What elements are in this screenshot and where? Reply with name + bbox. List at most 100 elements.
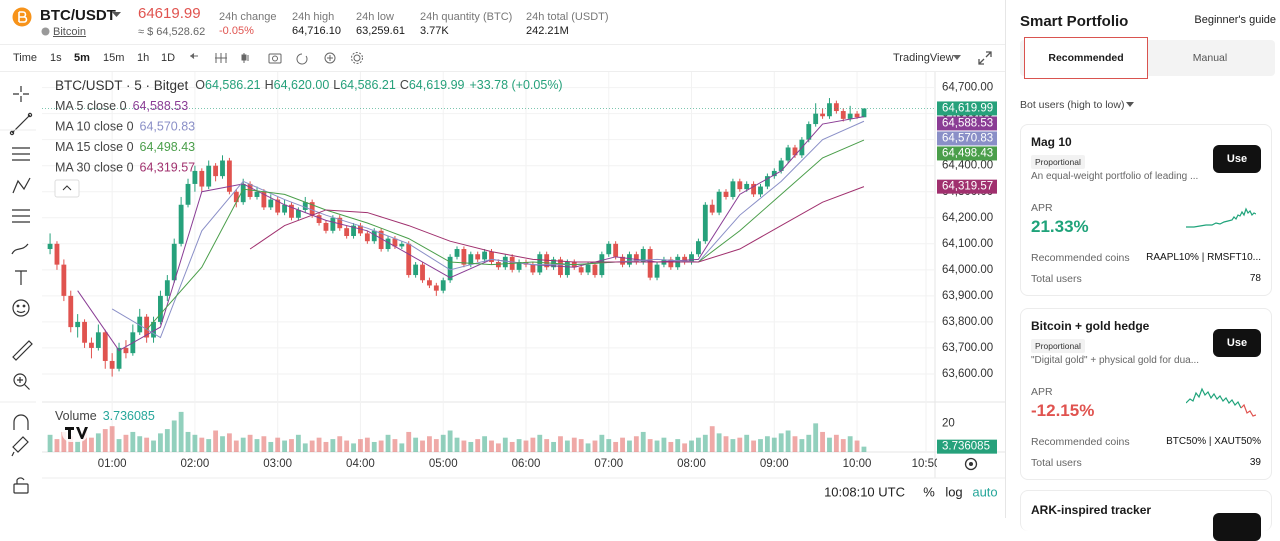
tab[interactable]: Manual <box>1192 52 1228 64</box>
volume-bar <box>792 436 798 452</box>
portfolio-card[interactable]: Mag 10 Proportional An equal-weight port… <box>1020 124 1272 296</box>
volume-bar <box>599 434 605 452</box>
caret[interactable] <box>1126 102 1134 108</box>
candle-body <box>54 243 60 265</box>
candle-body <box>427 280 432 286</box>
coins: BTC50% | XAUT50% <box>1166 436 1261 447</box>
stat-label: 24h quantity (BTC) <box>420 11 513 23</box>
sort-select[interactable]: Bot users (high to low) <box>1020 99 1125 111</box>
ma-line <box>146 139 865 331</box>
candle-body <box>530 264 536 273</box>
volume-bar <box>447 430 453 452</box>
candle-body <box>840 111 846 119</box>
use-button[interactable] <box>1213 513 1261 541</box>
interval[interactable]: 1h <box>137 52 150 64</box>
interval[interactable]: 5m <box>74 52 90 64</box>
volume-bar <box>82 430 87 452</box>
scale-option[interactable]: log <box>945 484 962 499</box>
stat-label: 24h change <box>219 11 277 23</box>
card-tag: Proportional <box>1031 339 1085 353</box>
y-tick-label: 64,700.00 <box>942 82 993 94</box>
collapse-button[interactable] <box>54 179 80 198</box>
candle-body <box>233 191 239 203</box>
coin-link[interactable]: Bitcoin <box>53 26 87 38</box>
volume-bar <box>282 440 287 452</box>
tab-active[interactable]: Recommended <box>1024 37 1148 79</box>
candle-body <box>654 264 660 278</box>
interval[interactable]: 15m <box>103 52 125 64</box>
candle-body <box>164 280 170 296</box>
price-usd: ≈ $ 64,528.62 <box>138 26 206 38</box>
volume-bar <box>199 437 205 452</box>
volume-bar <box>723 436 729 452</box>
candle-body <box>668 259 674 268</box>
volume-bar <box>392 439 398 452</box>
volume-bar <box>854 440 860 452</box>
ohlc-key: O <box>195 78 205 92</box>
x-tick-label: 10:50 <box>912 458 941 470</box>
change: +33.78 (+0.05%) <box>469 78 562 92</box>
interval[interactable]: 1s <box>50 52 62 64</box>
volume-bar <box>206 439 212 452</box>
candle-body <box>337 217 343 229</box>
caret[interactable] <box>112 12 121 18</box>
scale-option[interactable]: auto <box>972 484 997 499</box>
volume-bar <box>268 441 274 452</box>
expand-icon[interactable] <box>978 51 992 65</box>
volume-bar <box>378 440 384 452</box>
stat-value: 242.21M <box>526 25 569 37</box>
candle-body <box>578 267 584 273</box>
volume-bar <box>137 436 143 452</box>
volume-bar <box>151 440 156 452</box>
ma-line <box>77 116 865 352</box>
candle-body <box>309 202 315 216</box>
candle-body <box>192 170 198 184</box>
candle-body <box>709 204 715 213</box>
volume-bar <box>737 437 743 452</box>
use-button[interactable]: Use <box>1213 329 1261 357</box>
portfolio-card[interactable]: Bitcoin + gold hedge Proportional "Digit… <box>1020 308 1272 480</box>
caret[interactable] <box>953 55 961 61</box>
volume-bar <box>420 440 425 452</box>
price: 64619.99 <box>138 5 201 22</box>
apr: 21.33% <box>1031 217 1089 236</box>
price-tag <box>937 131 997 146</box>
volume-bar <box>158 433 163 452</box>
volume-bar <box>620 437 625 452</box>
candle-body <box>406 243 412 276</box>
settings-icon[interactable] <box>964 457 978 471</box>
use-button[interactable]: Use <box>1213 145 1261 173</box>
candle-body <box>537 254 543 273</box>
ma-value: 64,498.43 <box>140 140 196 154</box>
interval[interactable]: 1D <box>161 52 176 64</box>
volume-bar <box>323 441 329 452</box>
candle-body <box>468 254 474 265</box>
symbol[interactable]: BTC/USDT <box>40 7 116 24</box>
candle-body <box>206 165 212 187</box>
volume-bar <box>399 443 405 452</box>
candle-body <box>806 124 812 140</box>
scale-option[interactable]: % <box>923 484 935 499</box>
interval[interactable]: Time <box>13 52 38 64</box>
volume-bar <box>758 439 763 452</box>
volume-bar <box>247 434 253 452</box>
candle-body <box>323 222 329 231</box>
drawing-tools[interactable] <box>9 86 33 494</box>
volume-bar <box>640 431 646 452</box>
chevron <box>62 185 72 191</box>
candle-body <box>144 316 150 338</box>
volume-bar <box>102 429 108 452</box>
provider[interactable]: TradingView <box>893 52 954 64</box>
y-tick-label: 63,600.00 <box>942 368 993 380</box>
guide-link[interactable]: Beginner's guide <box>1194 14 1276 26</box>
candle-body <box>606 243 612 255</box>
tool-icons[interactable] <box>186 44 366 72</box>
candle-body <box>116 347 122 369</box>
candle-body <box>351 225 356 236</box>
stat-value: -0.05% <box>219 25 254 37</box>
volume-bar <box>558 436 563 452</box>
volume-bar <box>647 439 653 452</box>
portfolio-card[interactable]: ARK-inspired tracker <box>1020 490 1272 541</box>
volume-bar <box>482 436 488 452</box>
candle-body <box>489 251 494 263</box>
